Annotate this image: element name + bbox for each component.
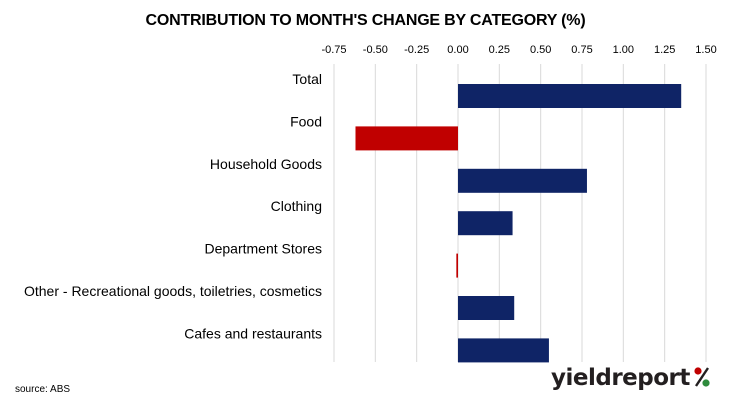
category-label: Clothing <box>271 198 322 214</box>
yieldreport-logo: yieldreport <box>551 365 711 391</box>
logo-wordmark: yieldreport <box>551 365 690 391</box>
x-tick-label: 0.25 <box>489 44 510 56</box>
category-label: Cafes and restaurants <box>184 325 322 341</box>
percent-logo-icon <box>694 367 710 387</box>
bar-cafes-and-restaurants <box>458 338 549 363</box>
category-label: Food <box>290 113 322 129</box>
x-tick-label: 1.00 <box>613 44 634 56</box>
chart-title: CONTRIBUTION TO MONTH'S CHANGE BY CATEGO… <box>145 12 586 29</box>
category-label: Household Goods <box>210 156 322 172</box>
bar-department-stores <box>456 253 458 278</box>
x-tick-label: 1.50 <box>695 44 716 56</box>
bar-total <box>458 84 682 108</box>
x-tick-label: 1.25 <box>654 44 675 56</box>
bar-household-goods <box>458 168 587 193</box>
x-tick-label: -0.75 <box>321 44 346 56</box>
x-tick-label: 0.00 <box>447 44 468 56</box>
bar-food <box>355 126 458 151</box>
source-note: source: ABS <box>15 384 71 395</box>
x-tick-label: -0.25 <box>404 44 429 56</box>
bar-clothing <box>458 211 513 236</box>
x-tick-label: -0.50 <box>363 44 388 56</box>
category-label: Total <box>292 71 322 87</box>
category-label: Other - Recreational goods, toiletries, … <box>24 283 322 299</box>
x-tick-label: 0.50 <box>530 44 551 56</box>
bar-other-recreational-goods-toiletries-cosmetics <box>458 296 515 320</box>
category-label: Department Stores <box>205 241 323 257</box>
x-tick-label: 0.75 <box>571 44 592 56</box>
